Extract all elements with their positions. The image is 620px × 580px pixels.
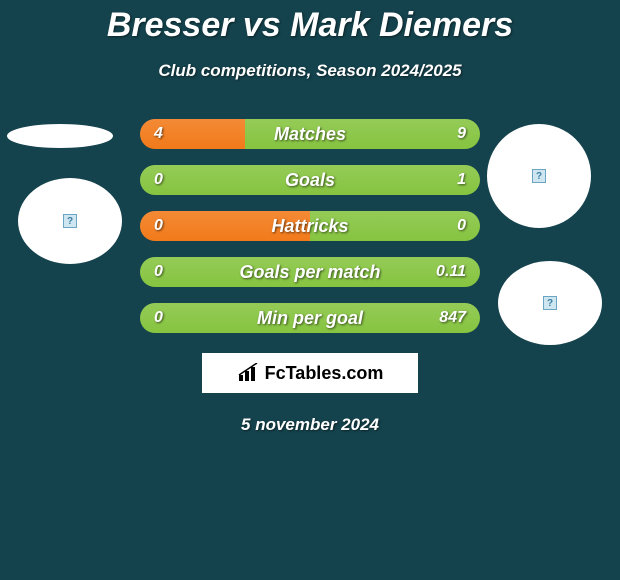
page-subtitle: Club competitions, Season 2024/2025 [0, 61, 620, 81]
image-placeholder-icon: ? [543, 296, 557, 310]
page-title: Bresser vs Mark Diemers [0, 0, 620, 45]
stat-value-right: 0 [457, 211, 466, 241]
stat-label: Goals per match [140, 257, 480, 287]
stat-value-left: 0 [154, 257, 163, 287]
stat-label: Hattricks [140, 211, 480, 241]
stat-value-left: 0 [154, 165, 163, 195]
player-circle: ? [18, 178, 122, 264]
player-circle: ? [498, 261, 602, 345]
player-circle: ? [487, 124, 591, 228]
branding-logo: FcTables.com [202, 353, 418, 393]
image-placeholder-icon: ? [532, 169, 546, 183]
stat-value-right: 1 [457, 165, 466, 195]
stat-value-left: 0 [154, 303, 163, 333]
stat-value-right: 847 [439, 303, 466, 333]
stat-row: Min per goal0 847 [140, 303, 480, 333]
stat-row: Goals per match0 0.11 [140, 257, 480, 287]
decorative-ellipse [7, 124, 113, 148]
stat-row: Matches4 9 [140, 119, 480, 149]
bar-chart-icon [237, 363, 261, 383]
stat-row: Goals0 1 [140, 165, 480, 195]
stat-value-right: 9 [457, 119, 466, 149]
stat-value-left: 0 [154, 211, 163, 241]
stat-label: Min per goal [140, 303, 480, 333]
branding-text: FcTables.com [265, 363, 384, 384]
stat-value-right: 0.11 [436, 257, 466, 287]
stat-label: Matches [140, 119, 480, 149]
stat-label: Goals [140, 165, 480, 195]
stat-row: Hattricks0 0 [140, 211, 480, 241]
date-text: 5 november 2024 [0, 415, 620, 435]
image-placeholder-icon: ? [63, 214, 77, 228]
stat-value-left: 4 [154, 119, 163, 149]
